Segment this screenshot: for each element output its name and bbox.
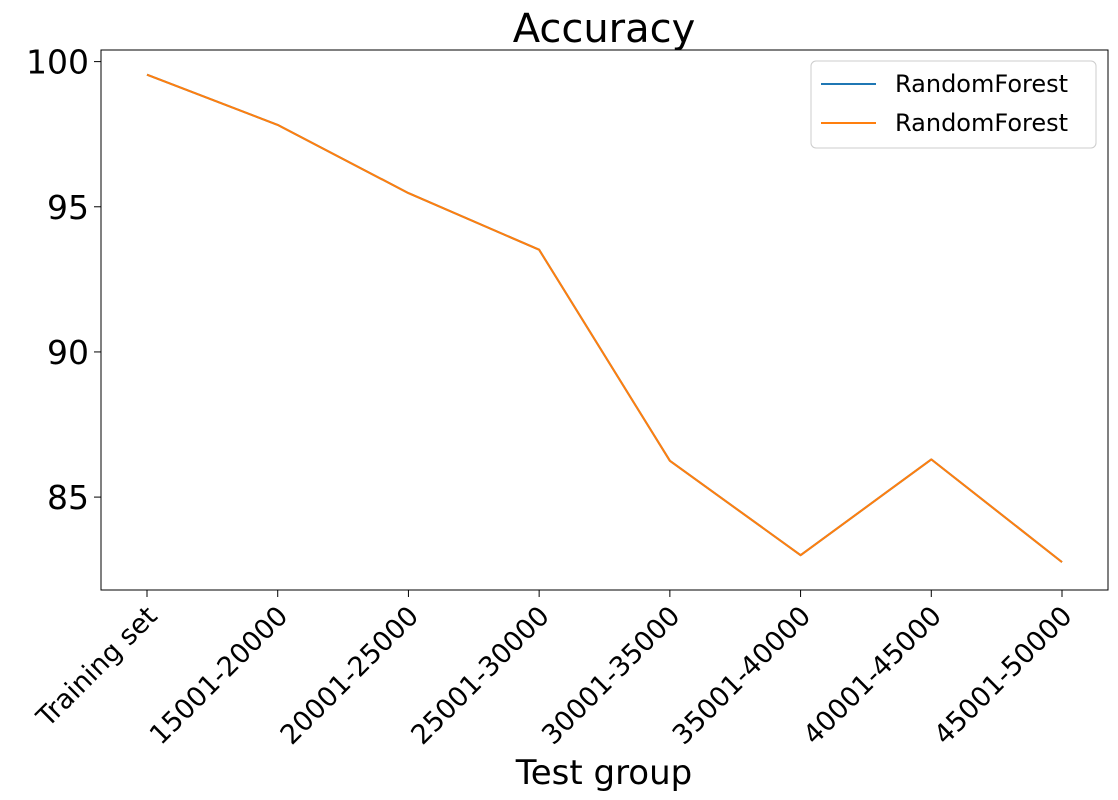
- y-axis: 85 90 95 100: [26, 43, 101, 517]
- x-tick-label-5: 35001-40000: [667, 601, 817, 751]
- series-line-2: [146, 73, 1063, 563]
- y-tick-label-90: 90: [47, 333, 89, 372]
- chart-title: Accuracy: [513, 6, 696, 52]
- y-tick-label-85: 85: [47, 478, 89, 517]
- x-axis-label: Test group: [515, 753, 693, 793]
- x-tick-label-7: 45001-50000: [928, 601, 1078, 751]
- x-tick-label-1: 15001-20000: [144, 601, 294, 751]
- x-axis: Training set15001-2000020001-2500025001-…: [30, 590, 1079, 751]
- legend-label-series-2: RandomForest: [895, 109, 1068, 137]
- y-tick-label-100: 100: [26, 43, 89, 82]
- y-tick-label-95: 95: [47, 188, 89, 227]
- x-tick-label-4: 30001-35000: [536, 601, 686, 751]
- series-layer: [146, 73, 1063, 563]
- legend-box: [810, 60, 1097, 149]
- legend-label-series-1: RandomForest: [895, 70, 1068, 98]
- x-tick-label-3: 25001-30000: [405, 601, 555, 751]
- x-tick-label-0: Training set: [30, 601, 163, 734]
- x-tick-label-6: 40001-45000: [798, 601, 948, 751]
- x-tick-label-2: 20001-25000: [275, 601, 425, 751]
- legend: RandomForest RandomForest: [810, 60, 1097, 149]
